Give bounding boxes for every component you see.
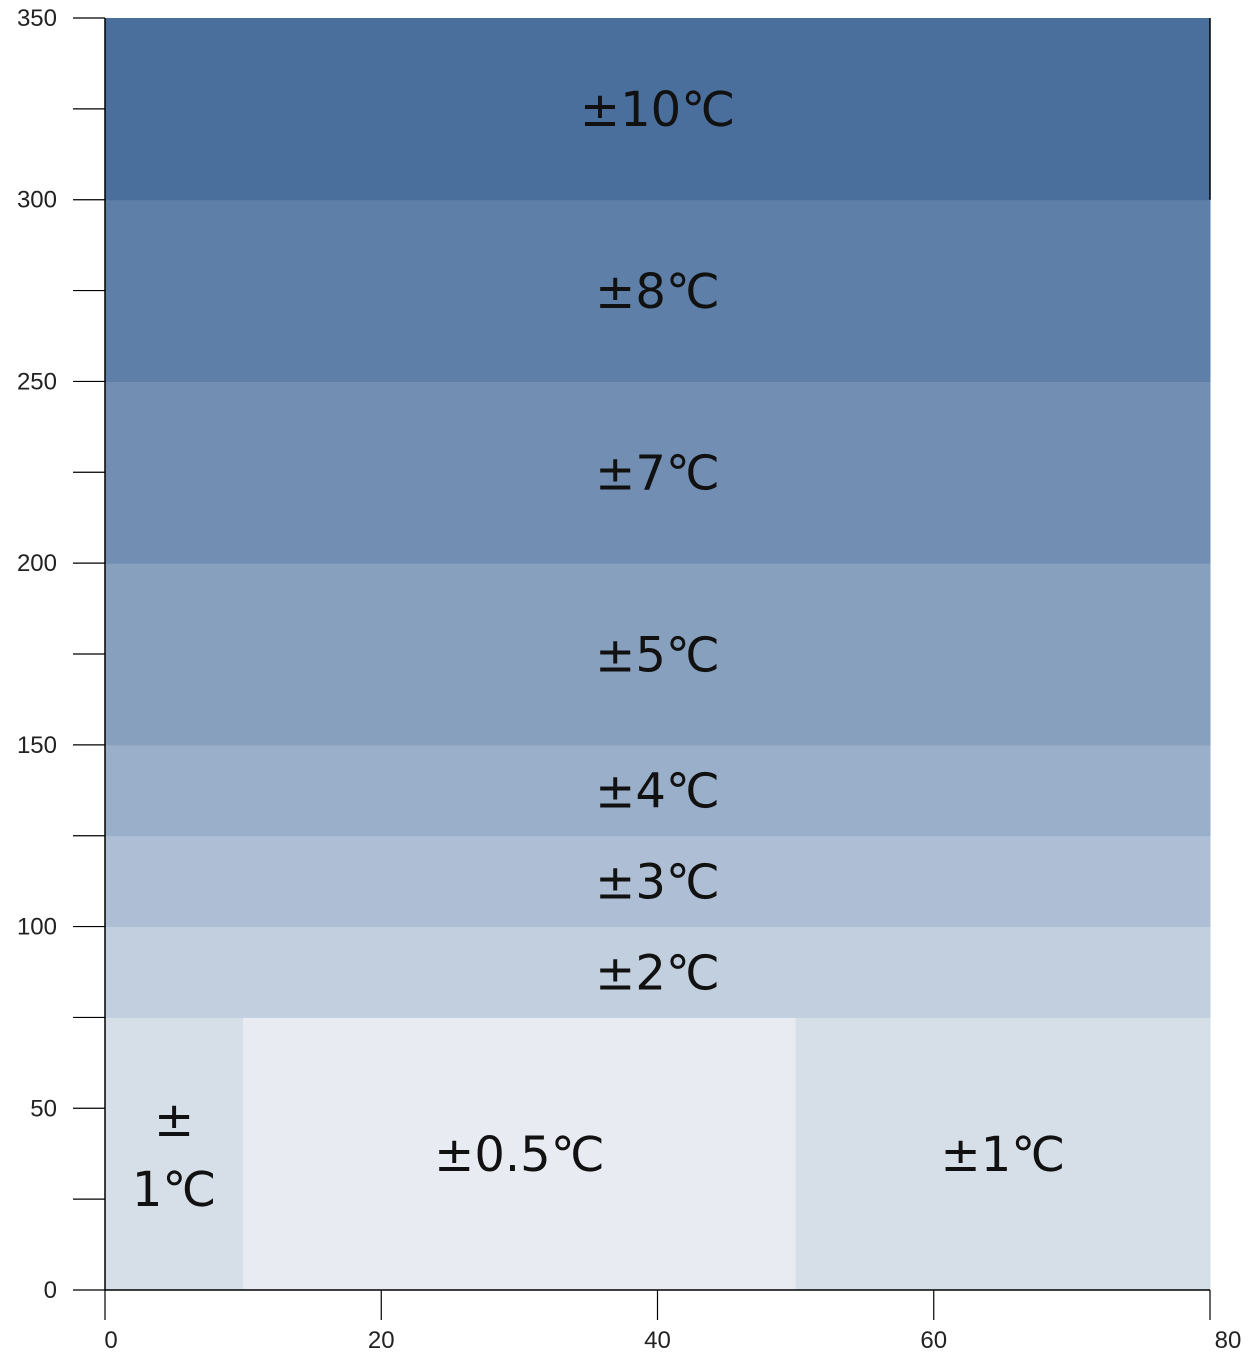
y-tick-label: 350 — [17, 5, 57, 32]
region-cell-6 — [105, 563, 1211, 746]
region-labels-group: ±1℃ ±0.5℃ ±1℃ ±2℃ ±3℃ ±4℃ ±5℃ ±7℃ ±8℃ ±10℃ — [132, 82, 1065, 1218]
region-cell-7 — [105, 381, 1211, 564]
region-label-3: ±2℃ — [595, 945, 720, 1001]
region-cell-4 — [105, 835, 1211, 928]
x-tick-label: 80 — [1215, 1327, 1242, 1352]
y-tick-label: 200 — [17, 550, 57, 577]
region-cell-8 — [105, 199, 1211, 382]
region-label-4: ±3℃ — [595, 854, 720, 910]
x-tick-label: 60 — [920, 1327, 947, 1352]
region-label-0: ±1℃ — [132, 1092, 216, 1218]
y-tick-label: 150 — [17, 732, 57, 759]
region-cell-9 — [105, 18, 1211, 201]
region-label-6: ±5℃ — [595, 627, 720, 683]
region-label-1: ±0.5℃ — [434, 1127, 604, 1183]
y-tick-label: 250 — [17, 368, 57, 395]
axes-group: 0 50 100 150 200 250 300 350 0 20 40 60 80 — [17, 5, 1241, 1352]
y-tick-label: 100 — [17, 914, 57, 941]
x-tick-label: 20 — [368, 1327, 395, 1352]
y-tick-label: 50 — [30, 1095, 57, 1122]
x-tick-label: 0 — [104, 1327, 117, 1352]
regions-group — [105, 18, 1211, 1291]
x-tick-label: 40 — [644, 1327, 671, 1352]
region-cell-0 — [105, 1017, 244, 1291]
region-label-2: ±1℃ — [940, 1127, 1065, 1183]
region-cell-3 — [105, 926, 1211, 1018]
y-tick-label: 300 — [17, 187, 57, 214]
y-tick-label: 0 — [44, 1277, 57, 1304]
region-cell-1 — [243, 1017, 797, 1291]
region-label-8: ±8℃ — [595, 264, 720, 320]
region-label-7: ±7℃ — [595, 446, 720, 502]
region-cell-2 — [795, 1017, 1211, 1291]
region-cell-5 — [105, 744, 1211, 837]
region-label-9: ±10℃ — [580, 82, 735, 138]
region-label-5: ±4℃ — [595, 764, 720, 820]
